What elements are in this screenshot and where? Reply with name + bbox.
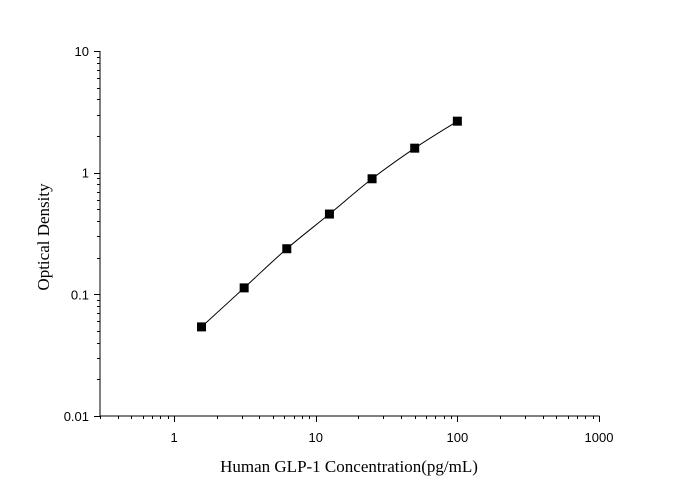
x-tick-label: 1000 — [585, 430, 614, 445]
data-point-marker — [282, 244, 292, 254]
x-tick-label: 100 — [447, 430, 469, 445]
data-point-marker — [367, 174, 377, 184]
data-point-marker — [410, 143, 420, 153]
x-tick-label: 1 — [170, 430, 177, 445]
y-tick-label: 10 — [75, 44, 89, 59]
data-point-marker — [197, 322, 207, 332]
x-axis-title: Human GLP-1 Concentration(pg/mL) — [220, 457, 478, 476]
axes — [94, 51, 600, 422]
y-tick-label: 0.01 — [64, 409, 89, 424]
x-tick-label: 10 — [308, 430, 322, 445]
data-point-marker — [452, 116, 462, 126]
y-tick-label: 1 — [82, 166, 89, 181]
y-axis-title: Optical Density — [34, 183, 53, 291]
data-markers — [197, 116, 462, 332]
data-point-marker — [239, 283, 249, 293]
y-tick-label: 0.1 — [71, 287, 89, 302]
tick-labels: 1 10 100 1000 0.01 0.1 1 10 — [64, 44, 614, 445]
data-point-marker — [324, 209, 334, 219]
